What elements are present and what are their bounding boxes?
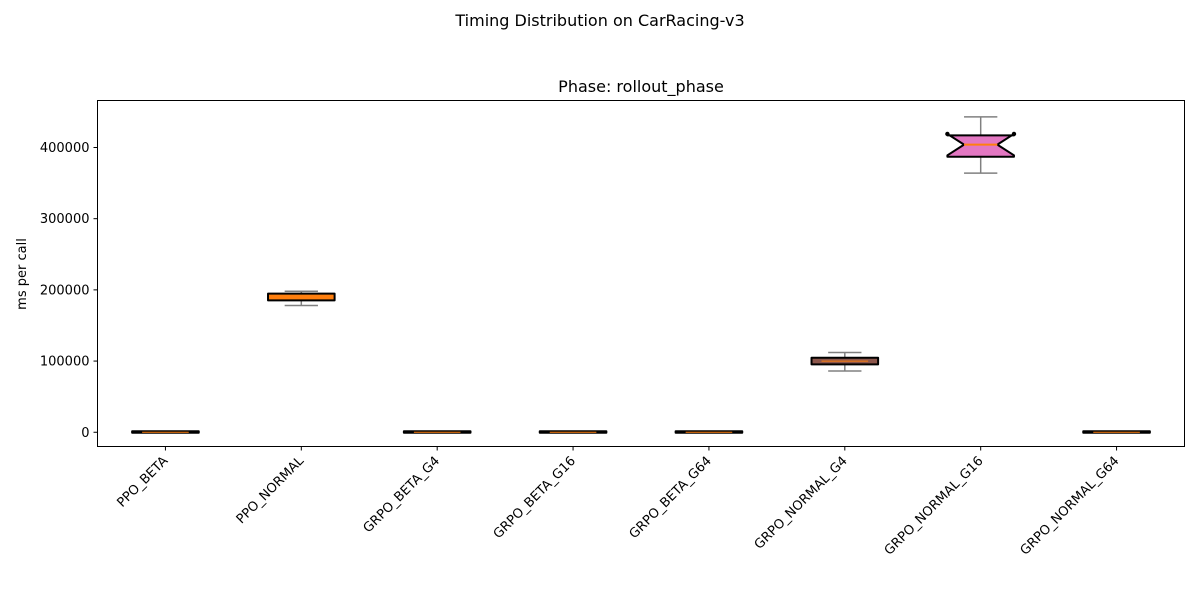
y-tick-label: 200000 bbox=[40, 283, 90, 298]
notch-marker bbox=[1011, 131, 1017, 137]
y-tick-label: 400000 bbox=[40, 141, 90, 156]
figure-suptitle: Timing Distribution on CarRacing-v3 bbox=[454, 11, 744, 30]
y-tick-label: 0 bbox=[81, 426, 89, 441]
plot-area bbox=[97, 100, 1185, 447]
box-group bbox=[131, 430, 200, 434]
box-group bbox=[267, 290, 336, 307]
box-group bbox=[674, 430, 744, 434]
box-series bbox=[131, 116, 1151, 434]
y-axis: 0 100000 200000 300000 400000 bbox=[40, 141, 98, 441]
box-group bbox=[810, 351, 880, 372]
y-axis-label: ms per call bbox=[15, 238, 30, 310]
notch-marker bbox=[945, 131, 950, 137]
plot-frame bbox=[97, 100, 1185, 447]
box-group bbox=[1082, 430, 1151, 434]
axes-title: Phase: rollout_phase bbox=[558, 77, 724, 97]
y-tick-label: 100000 bbox=[40, 355, 90, 370]
box-group bbox=[402, 430, 472, 434]
box-group bbox=[945, 116, 1017, 174]
y-tick-label: 300000 bbox=[40, 212, 90, 227]
box-group bbox=[538, 430, 608, 434]
